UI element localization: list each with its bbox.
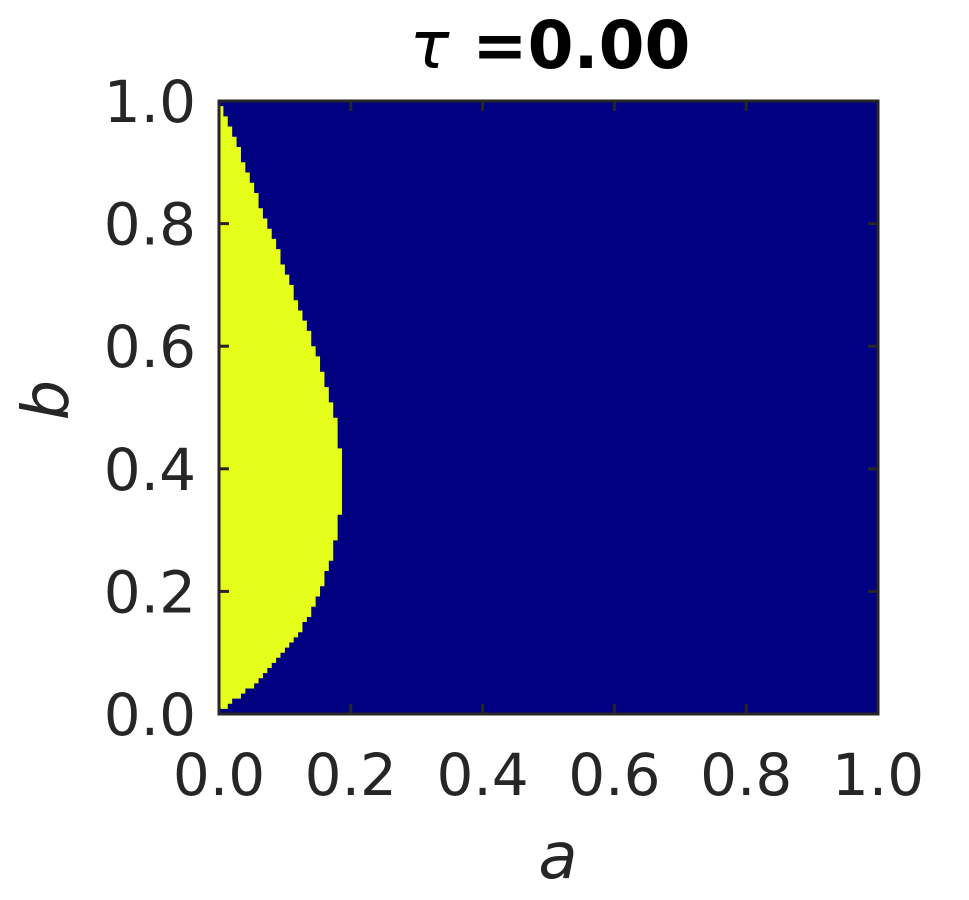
y-tick-label: 0.0 <box>104 681 196 749</box>
x-axis-label: a <box>538 820 577 894</box>
y-axis-ticks: 0.0 0.2 0.4 0.6 0.8 1.0 <box>104 68 878 749</box>
y-axis-label: b <box>10 380 84 421</box>
title-symbol: τ <box>410 7 451 84</box>
axes-frame <box>217 99 880 716</box>
y-tick-label: 1.0 <box>104 68 196 136</box>
x-tick-label: 1.0 <box>832 741 924 809</box>
x-tick-label: 0.4 <box>436 741 528 809</box>
chart-title: τ =0.00 <box>410 7 691 84</box>
x-tick-label: 0.0 <box>173 741 265 809</box>
y-tick-label: 0.8 <box>104 191 196 259</box>
y-tick-label: 0.6 <box>104 313 196 381</box>
title-value: =0.00 <box>449 7 690 84</box>
plot-area <box>217 99 880 716</box>
x-tick-label: 0.6 <box>568 741 660 809</box>
region-highlight <box>219 101 343 714</box>
y-tick-label: 0.2 <box>104 558 196 626</box>
x-tick-label: 0.2 <box>305 741 397 809</box>
y-tick-label: 0.4 <box>104 436 196 504</box>
x-axis-ticks: 0.0 0.2 0.4 0.6 0.8 1.0 <box>173 101 924 809</box>
x-tick-label: 0.8 <box>700 741 792 809</box>
